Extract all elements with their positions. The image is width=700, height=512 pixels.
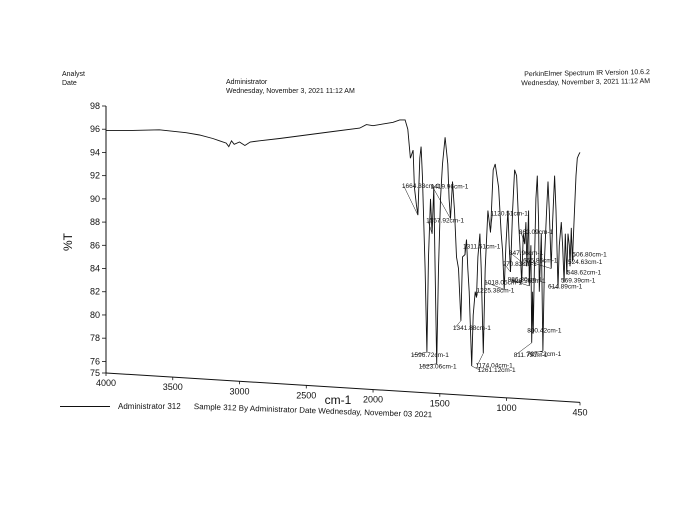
peak-label: 524.63cm-1 <box>568 259 603 266</box>
y-tick-label: 82 <box>90 287 100 297</box>
peak-leader <box>513 280 530 287</box>
peak-label: 863.09cm-1 <box>519 229 554 236</box>
peak-leader <box>420 363 437 367</box>
peak-leader-lines <box>403 186 575 371</box>
peak-label: 506.80cm-1 <box>572 252 607 259</box>
peak-leader <box>471 365 480 371</box>
peak-leader <box>432 186 451 219</box>
legend-description: Sample 312 By Administrator Date Wednesd… <box>193 402 433 420</box>
y-tick-label: 96 <box>90 124 100 134</box>
x-tick-label: 3000 <box>230 386 250 396</box>
peak-label: 1311.51cm-1 <box>463 244 501 251</box>
y-tick-label: 84 <box>90 264 100 274</box>
peak-label: 1596.72cm-1 <box>411 352 449 359</box>
y-tick-label: 94 <box>90 147 100 157</box>
peak-leader <box>528 350 543 355</box>
analyst-date-header: Analyst Date <box>62 70 85 88</box>
peak-leader <box>486 282 505 290</box>
legend-series-name: Administrator 312 <box>118 402 181 411</box>
x-tick-label: 2500 <box>296 390 316 400</box>
peak-label: 800.42cm-1 <box>527 328 562 335</box>
legend-swatch <box>60 406 110 407</box>
x-axis-ticks: 4000 3500 3000 2500 2000 1500 1000 450 <box>96 373 588 417</box>
peak-label: 1419.96cm-1 <box>430 184 468 191</box>
x-tick-label: 4000 <box>96 378 116 388</box>
peak-label: 1261.12cm-1 <box>478 367 516 374</box>
y-tick-label: 80 <box>90 310 100 320</box>
peak-leader <box>412 351 427 356</box>
peak-label: 569.39cm-1 <box>561 277 596 284</box>
peak-label: 1120.51cm-1 <box>490 211 528 218</box>
analyst-label: Analyst <box>62 71 85 78</box>
chart-axes <box>105 106 581 403</box>
operator-header: Administrator Wednesday, November 3, 202… <box>226 78 355 96</box>
y-tick-label: 75 <box>90 368 100 378</box>
x-tick-label: 1500 <box>430 399 450 409</box>
date-label: Date <box>62 80 77 87</box>
peak-leader <box>403 186 419 216</box>
peak-leader <box>549 286 559 289</box>
peak-label: 1225.38cm-1 <box>476 288 514 295</box>
y-tick-label: 92 <box>90 171 100 181</box>
x-tick-label: 450 <box>572 407 587 417</box>
peak-label: 727.72cm-1 <box>527 351 562 358</box>
y-tick-label: 98 <box>90 101 100 111</box>
peak-label: 1557.92cm-1 <box>426 218 464 225</box>
peak-label: 1664.33cm-1 <box>402 183 440 190</box>
peak-label: 886.80cm-1 <box>508 276 543 283</box>
peak-label: 970.83cm-1 <box>502 261 537 268</box>
peak-label: 548.62cm-1 <box>567 269 602 276</box>
peak-label: 1174.04cm-1 <box>475 362 513 369</box>
x-tick-label: 3500 <box>163 382 183 392</box>
spectrum-line <box>106 119 581 367</box>
y-tick-label: 90 <box>90 194 100 204</box>
x-axis-line <box>105 372 581 403</box>
peak-leader <box>515 342 532 356</box>
peak-label: 811.75cm-1 <box>514 352 548 359</box>
y-tick-label: 76 <box>90 356 100 366</box>
peak-label: 665.86cm-1 <box>523 258 558 265</box>
x-axis-label: cm-1 <box>325 393 352 407</box>
x-tick-label: 2000 <box>363 395 383 405</box>
peak-leader <box>454 320 462 328</box>
legend: Administrator 312 Sample 312 By Administ… <box>60 400 480 430</box>
y-tick-label: 86 <box>90 240 100 250</box>
peak-label: 1341.88cm-1 <box>453 325 491 332</box>
operator-date: Wednesday, November 3, 2021 11:12 AM <box>226 88 355 95</box>
y-tick-label: 88 <box>90 217 100 227</box>
peak-label: 1523.06cm-1 <box>419 364 457 371</box>
x-tick-label: 1000 <box>497 403 517 413</box>
y-axis-label: %T <box>61 232 75 251</box>
peak-label: 614.89cm-1 <box>548 283 583 290</box>
operator-name: Administrator <box>226 79 268 86</box>
peak-label: 847.96cm-1 <box>509 250 544 257</box>
peak-leader <box>510 253 528 267</box>
peak-label: 1018.05cm-1 <box>484 279 522 286</box>
y-axis-ticks: 98 96 94 92 90 88 86 84 82 80 78 76 75 <box>90 101 106 378</box>
peak-label: 829.56cm-1 <box>511 278 546 285</box>
peak-leader <box>427 220 433 234</box>
peak-leader <box>477 353 484 366</box>
y-tick-label: 78 <box>90 333 100 343</box>
peak-leader <box>509 279 522 283</box>
